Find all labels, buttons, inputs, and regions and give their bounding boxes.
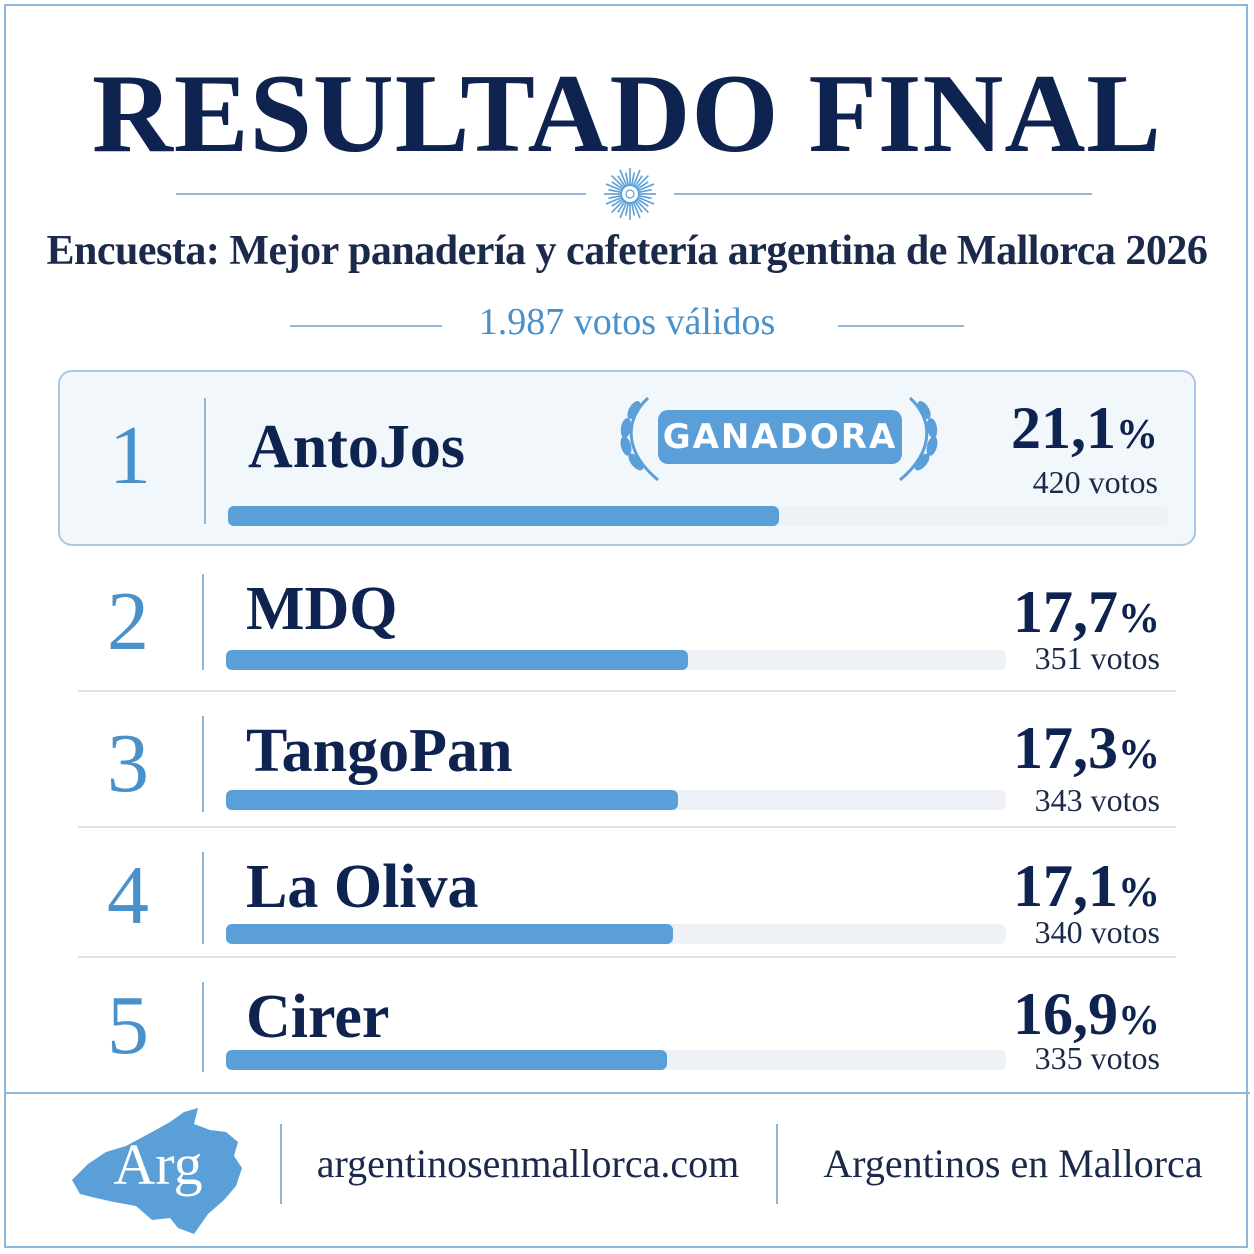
rank-number: 3 (107, 717, 149, 810)
percent-symbol: % (1116, 412, 1158, 458)
laurel-right-icon (899, 396, 938, 482)
rank-number: 2 (107, 575, 149, 668)
percent-label: 17,7% (1013, 582, 1160, 642)
bar (228, 506, 779, 526)
percent-label: 17,3% (1013, 718, 1160, 778)
rank-number: 4 (107, 849, 149, 942)
percent-symbol: % (1118, 998, 1160, 1044)
percent-value: 16,9 (1013, 981, 1118, 1047)
mallorca-map-logo: Arg (72, 1108, 242, 1234)
vote-count: 335 votos (1034, 1040, 1160, 1076)
survey-subtitle: Encuesta: Mejor panadería y cafetería ar… (46, 228, 1208, 274)
category-label: La Oliva (246, 853, 479, 921)
row-separator (78, 690, 1176, 692)
laurel-left-icon (620, 396, 659, 482)
percent-value: 17,3 (1013, 715, 1118, 781)
ornament-line-right (674, 193, 1092, 195)
bar (226, 924, 673, 944)
result-row: 4 La Oliva 17,1% 340 votos (58, 848, 1196, 956)
vote-count: 343 votos (1034, 782, 1160, 818)
rank-divider (202, 852, 204, 944)
bar (226, 1050, 667, 1070)
rank-divider (202, 716, 204, 812)
bar (226, 790, 678, 810)
result-row: 3 TangoPan 17,3% 343 votos (58, 712, 1196, 820)
footer-separator-1 (280, 1124, 282, 1204)
category-label: MDQ (246, 575, 398, 643)
rank-divider (204, 398, 206, 524)
page-title: RESULTADO FINAL (92, 52, 1162, 176)
rank-number: 5 (107, 979, 149, 1072)
result-row: 2 MDQ 17,7% 351 votos (58, 570, 1196, 678)
footer-separator-2 (776, 1124, 778, 1204)
vote-count: 340 votos (1034, 914, 1160, 950)
winner-badge-group: GANADORA (604, 390, 954, 486)
votes-line-right (838, 325, 964, 327)
bar-track (226, 1050, 1006, 1070)
percent-value: 17,7 (1013, 579, 1118, 645)
category-label: TangoPan (246, 717, 513, 785)
percent-label: 17,1% (1013, 856, 1160, 916)
winner-badge: GANADORA (658, 410, 902, 464)
percent-value: 21,1 (1011, 395, 1116, 461)
percent-symbol: % (1118, 732, 1160, 778)
rank-divider (202, 982, 204, 1072)
ornament-line-left (176, 193, 586, 195)
total-votes: 1.987 votos válidos (478, 301, 776, 343)
rank-number: 1 (109, 409, 151, 502)
percent-value: 17,1 (1013, 853, 1118, 919)
result-row: 5 Cirer 16,9% 335 votos (58, 978, 1196, 1086)
percent-label: 21,1% (1011, 398, 1158, 458)
vote-count: 351 votos (1034, 640, 1160, 676)
percent-label: 16,9% (1013, 984, 1160, 1044)
sun-of-may-icon (604, 168, 656, 220)
bar-track (226, 924, 1006, 944)
votes-line-left (290, 325, 442, 327)
row-separator (78, 956, 1176, 958)
category-label: Cirer (246, 983, 390, 1051)
percent-symbol: % (1118, 596, 1160, 642)
brand-name: Argentinos en Mallorca (823, 1141, 1203, 1186)
footer-divider (4, 1092, 1250, 1094)
website-link[interactable]: argentinosenmallorca.com (316, 1141, 740, 1186)
bar-track (228, 506, 1168, 526)
bar-track (226, 790, 1006, 810)
category-label: AntoJos (248, 413, 466, 481)
row-separator (78, 826, 1176, 828)
vote-count: 420 votos (1032, 464, 1158, 500)
logo-text: Arg (113, 1132, 202, 1197)
result-row-winner: 1 AntoJos 21,1% 420 votos GANADORA (58, 370, 1196, 546)
bar (226, 650, 688, 670)
bar-track (226, 650, 1006, 670)
rank-divider (202, 574, 204, 670)
percent-symbol: % (1118, 870, 1160, 916)
